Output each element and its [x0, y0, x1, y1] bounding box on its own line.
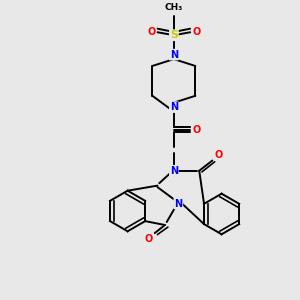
Text: O: O — [214, 150, 223, 160]
Text: O: O — [192, 124, 200, 134]
Text: N: N — [170, 102, 178, 112]
Text: N: N — [170, 50, 178, 60]
Text: N: N — [174, 199, 182, 208]
Text: N: N — [170, 166, 178, 176]
Text: CH₃: CH₃ — [165, 3, 183, 12]
Text: O: O — [147, 27, 156, 37]
Text: S: S — [170, 30, 178, 40]
Text: O: O — [192, 27, 200, 37]
Text: O: O — [145, 234, 153, 244]
